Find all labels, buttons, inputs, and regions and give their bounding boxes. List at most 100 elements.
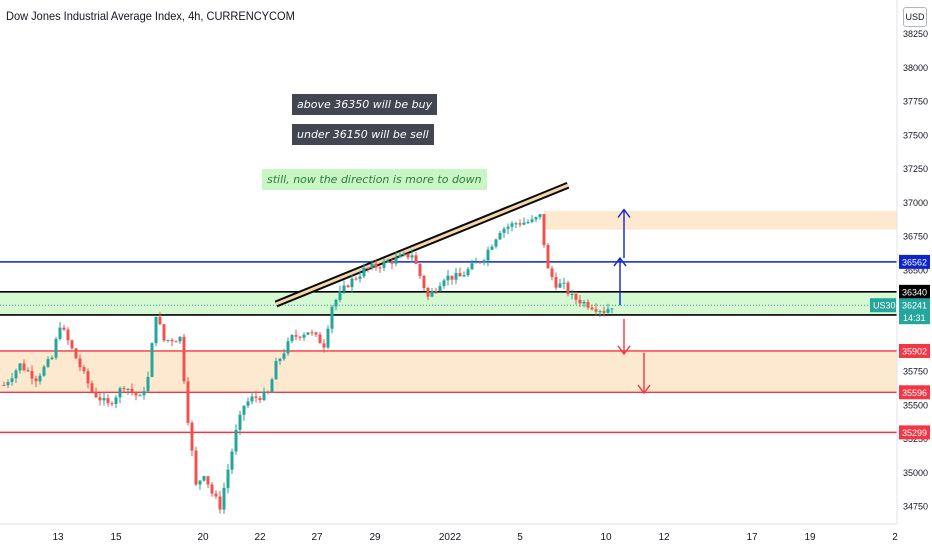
- time-tick-label: 29: [369, 532, 381, 543]
- time-tick-label: 2022: [439, 532, 462, 543]
- candle-body: [358, 276, 362, 279]
- candle-body: [162, 324, 166, 341]
- candle-body: [266, 391, 270, 394]
- candle-body: [294, 335, 298, 337]
- candle-body: [122, 388, 126, 390]
- candle-body: [554, 277, 558, 288]
- candle-body: [430, 290, 434, 297]
- candle-body: [458, 272, 462, 277]
- candle-body: [342, 285, 346, 292]
- candle-body: [370, 263, 374, 269]
- candle-body: [278, 358, 282, 362]
- candle-body: [14, 370, 18, 379]
- time-tick-label: 12: [658, 532, 670, 543]
- price-tick-label: 37500: [903, 130, 928, 140]
- candle-body: [442, 280, 446, 287]
- candle-body: [70, 340, 74, 349]
- candle-body: [62, 327, 66, 330]
- candle-body: [526, 222, 530, 224]
- candle-body: [214, 493, 218, 497]
- arrow-head: [637, 384, 651, 395]
- candle-body: [242, 405, 246, 415]
- level-label-bg: [899, 385, 930, 400]
- candle-body: [218, 496, 222, 510]
- candle-body: [54, 338, 58, 358]
- price-zone: [0, 350, 897, 393]
- candle-body: [606, 308, 610, 313]
- candle-body: [498, 232, 502, 240]
- candle-body: [150, 343, 154, 377]
- price-zone: [0, 291, 897, 315]
- symbol-tag-bg: [870, 298, 896, 313]
- direction-note[interactable]: still, now the direction is more to down: [262, 169, 487, 190]
- candles-layer: [2, 213, 614, 514]
- candle-body: [418, 263, 422, 276]
- candle-body: [94, 392, 98, 398]
- candle-body: [438, 286, 442, 292]
- candle-body: [234, 429, 238, 452]
- time-tick-label: 17: [746, 532, 758, 543]
- sell-note[interactable]: under 36150 will be sell: [292, 124, 434, 145]
- candle-body: [318, 334, 322, 344]
- time-tick-label: 22: [254, 532, 266, 543]
- candle-body: [106, 398, 110, 404]
- candle-body: [134, 392, 138, 396]
- arrow-head: [613, 256, 627, 267]
- candle-body: [398, 255, 402, 258]
- candle-body: [502, 228, 506, 233]
- candle-body: [146, 376, 150, 392]
- candle-body: [386, 261, 390, 263]
- candle-body: [486, 249, 490, 261]
- candle-body: [262, 391, 266, 401]
- price-zone: [544, 210, 897, 230]
- candle-body: [406, 253, 410, 258]
- price-axis[interactable]: [897, 0, 932, 550]
- candle-body: [354, 278, 358, 280]
- candle-body: [566, 282, 570, 295]
- candle-body: [258, 397, 262, 401]
- candle-body: [470, 263, 474, 270]
- currency-button[interactable]: USD: [903, 7, 927, 27]
- candle-body: [402, 253, 406, 256]
- level-label: 36340: [902, 287, 927, 297]
- candle-body: [34, 378, 38, 382]
- candle-body: [538, 214, 542, 218]
- price-tick-label: 37250: [903, 164, 928, 174]
- candle-body: [154, 316, 158, 344]
- candle-body: [74, 348, 78, 359]
- candle-body: [138, 395, 142, 397]
- candle-body: [46, 359, 50, 367]
- buy-note[interactable]: above 36350 will be buy: [292, 94, 438, 115]
- candle-body: [446, 275, 450, 281]
- candle-body: [562, 282, 566, 284]
- candle-body: [126, 388, 130, 390]
- level-label-bg: [899, 254, 930, 269]
- candle-body: [506, 226, 510, 229]
- candle-body: [514, 223, 518, 225]
- candle-body: [86, 371, 90, 384]
- candle-body: [570, 293, 574, 295]
- price-tick-label: 35750: [903, 367, 928, 377]
- zones-layer: [0, 210, 897, 393]
- candle-body: [302, 334, 306, 338]
- candle-body: [170, 339, 174, 342]
- symbol-tag: US30: [873, 301, 896, 311]
- candle-body: [130, 388, 134, 393]
- candle-body: [50, 357, 54, 360]
- candle-body: [494, 239, 498, 247]
- candle-body: [6, 382, 10, 386]
- candle-body: [210, 484, 214, 494]
- candle-body: [474, 262, 478, 264]
- candle-body: [346, 285, 350, 288]
- level-label: 35299: [902, 428, 927, 438]
- candle-body: [298, 336, 302, 338]
- trendline[interactable]: [275, 183, 569, 306]
- candle-body: [326, 328, 330, 348]
- candle-body: [230, 451, 234, 470]
- candle-body: [366, 267, 370, 269]
- candle-body: [334, 300, 338, 307]
- candle-body: [78, 358, 82, 368]
- candle-body: [414, 255, 418, 264]
